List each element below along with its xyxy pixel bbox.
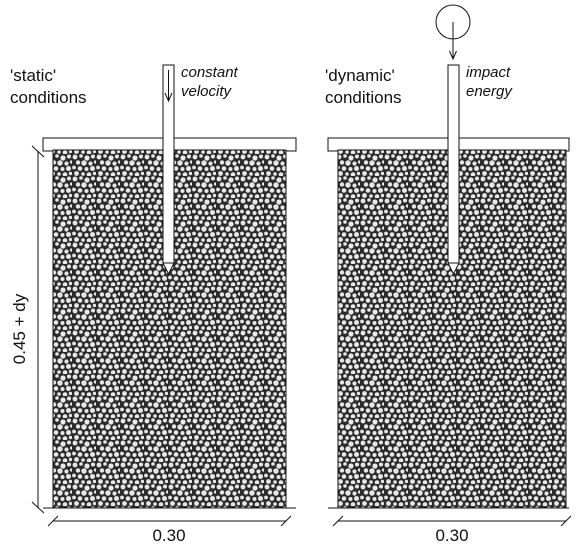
dynamic-width-label: 0.30 — [435, 526, 468, 545]
static-load-label-2: velocity — [181, 83, 233, 100]
dynamic-condition-label: 'dynamic' — [325, 66, 395, 85]
dynamic-conditions-label: conditions — [325, 88, 402, 107]
arrow-down-icon — [449, 22, 457, 61]
dynamic-panel: 'dynamic' conditions impact energy 0.30 — [325, 4, 572, 545]
dynamic-rod-tip — [447, 262, 460, 276]
static-rod-tip — [162, 262, 175, 276]
dynamic-penetrometer-rod — [447, 64, 460, 264]
height-label: 0.45 + dy — [10, 293, 29, 364]
height-dimension — [31, 145, 45, 514]
static-panel: 'static' conditions constant velocity 0.… — [10, 64, 297, 545]
static-condition-label: 'static' — [10, 66, 56, 85]
static-load-label-1: constant — [181, 64, 239, 81]
dynamic-load-label-2: energy — [466, 83, 513, 100]
static-width-dimension — [47, 515, 292, 527]
dynamic-load-label-1: impact — [466, 64, 511, 81]
static-width-label: 0.30 — [152, 526, 185, 545]
static-conditions-label: conditions — [10, 88, 87, 107]
arrow-down-icon — [164, 70, 173, 103]
dynamic-width-dimension — [332, 515, 572, 527]
